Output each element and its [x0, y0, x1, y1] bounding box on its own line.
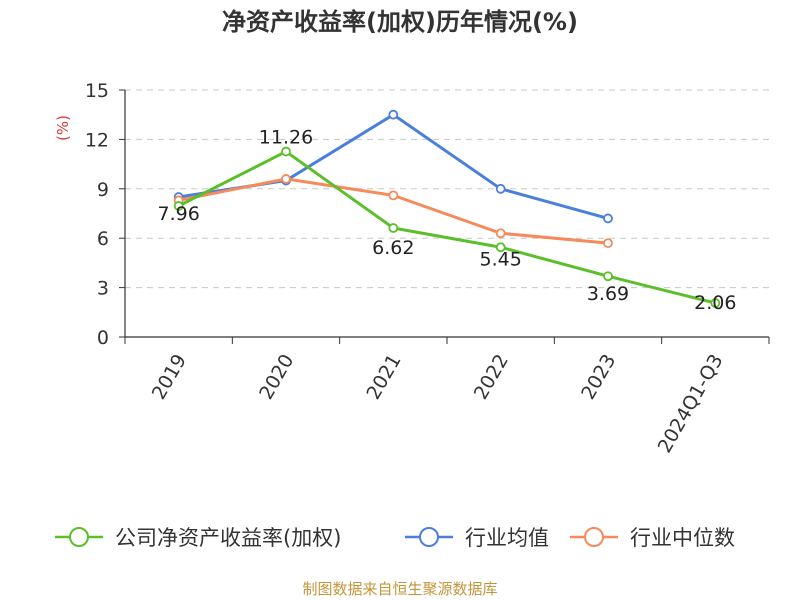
- data-point: [495, 183, 506, 194]
- data-point: [603, 213, 613, 224]
- y-tick-label: 9: [97, 179, 109, 201]
- data-point: [603, 238, 613, 249]
- series-lines: [173, 109, 721, 308]
- legend-marker: [69, 527, 89, 547]
- chart-title: 净资产收益率(加权)历年情况(%): [222, 8, 578, 36]
- legend-label: 行业中位数: [630, 526, 735, 550]
- series-line: [178, 113, 609, 220]
- data-point: [710, 298, 721, 308]
- y-tick-label: 6: [97, 228, 109, 250]
- data-point: [388, 223, 399, 233]
- data-point: [388, 109, 399, 120]
- data-label: 5.45: [480, 248, 522, 270]
- data-label: 11.26: [259, 127, 313, 149]
- legend-label: 行业均值: [465, 526, 549, 550]
- data-label: 3.69: [587, 283, 629, 305]
- legend-item: 公司净资产收益率(加权): [55, 526, 341, 550]
- y-tick-label: 12: [85, 129, 109, 151]
- legend-item: 行业均值: [405, 526, 549, 550]
- x-tick-label: 2019: [148, 351, 191, 404]
- legend: 公司净资产收益率(加权) 行业均值 行业中位数: [55, 526, 735, 550]
- x-tick-label: 2023: [577, 351, 620, 404]
- x-tick-label: 2022: [470, 351, 513, 404]
- grid-lines: [125, 89, 769, 289]
- legend-marker: [419, 527, 439, 547]
- legend-marker: [584, 527, 604, 547]
- y-tick-label: 15: [85, 80, 109, 102]
- data-label: 6.62: [372, 237, 414, 259]
- data-point: [281, 146, 291, 157]
- data-point: [388, 190, 399, 201]
- data-point: [603, 271, 613, 282]
- data-label: 7.96: [158, 203, 200, 225]
- y-tick-label: 0: [97, 327, 109, 349]
- data-label: 2.06: [694, 292, 736, 314]
- legend-item: 行业中位数: [570, 526, 735, 550]
- data-labels: 7.96 11.26 6.62 5.45 3.69 2.06: [158, 127, 737, 314]
- y-axis-label: (%): [54, 115, 72, 141]
- x-tick-label: 2021: [362, 351, 405, 404]
- x-tick-label: 2020: [255, 351, 298, 404]
- series-line: [177, 150, 716, 305]
- data-point: [495, 228, 506, 239]
- axes: 0 3 6 9 12 15 (%) 2019 2020 2021 2022 2023 2024Q1-Q3: [54, 80, 770, 457]
- source-note: 制图数据来自恒生聚源数据库: [302, 580, 498, 598]
- x-tick-label: 2024Q1-Q3: [654, 351, 728, 457]
- y-tick-label: 3: [97, 278, 109, 300]
- data-point: [281, 174, 291, 184]
- data-point: [495, 242, 506, 253]
- data-point: [173, 201, 184, 211]
- legend-label: 公司净资产收益率(加权): [115, 526, 341, 550]
